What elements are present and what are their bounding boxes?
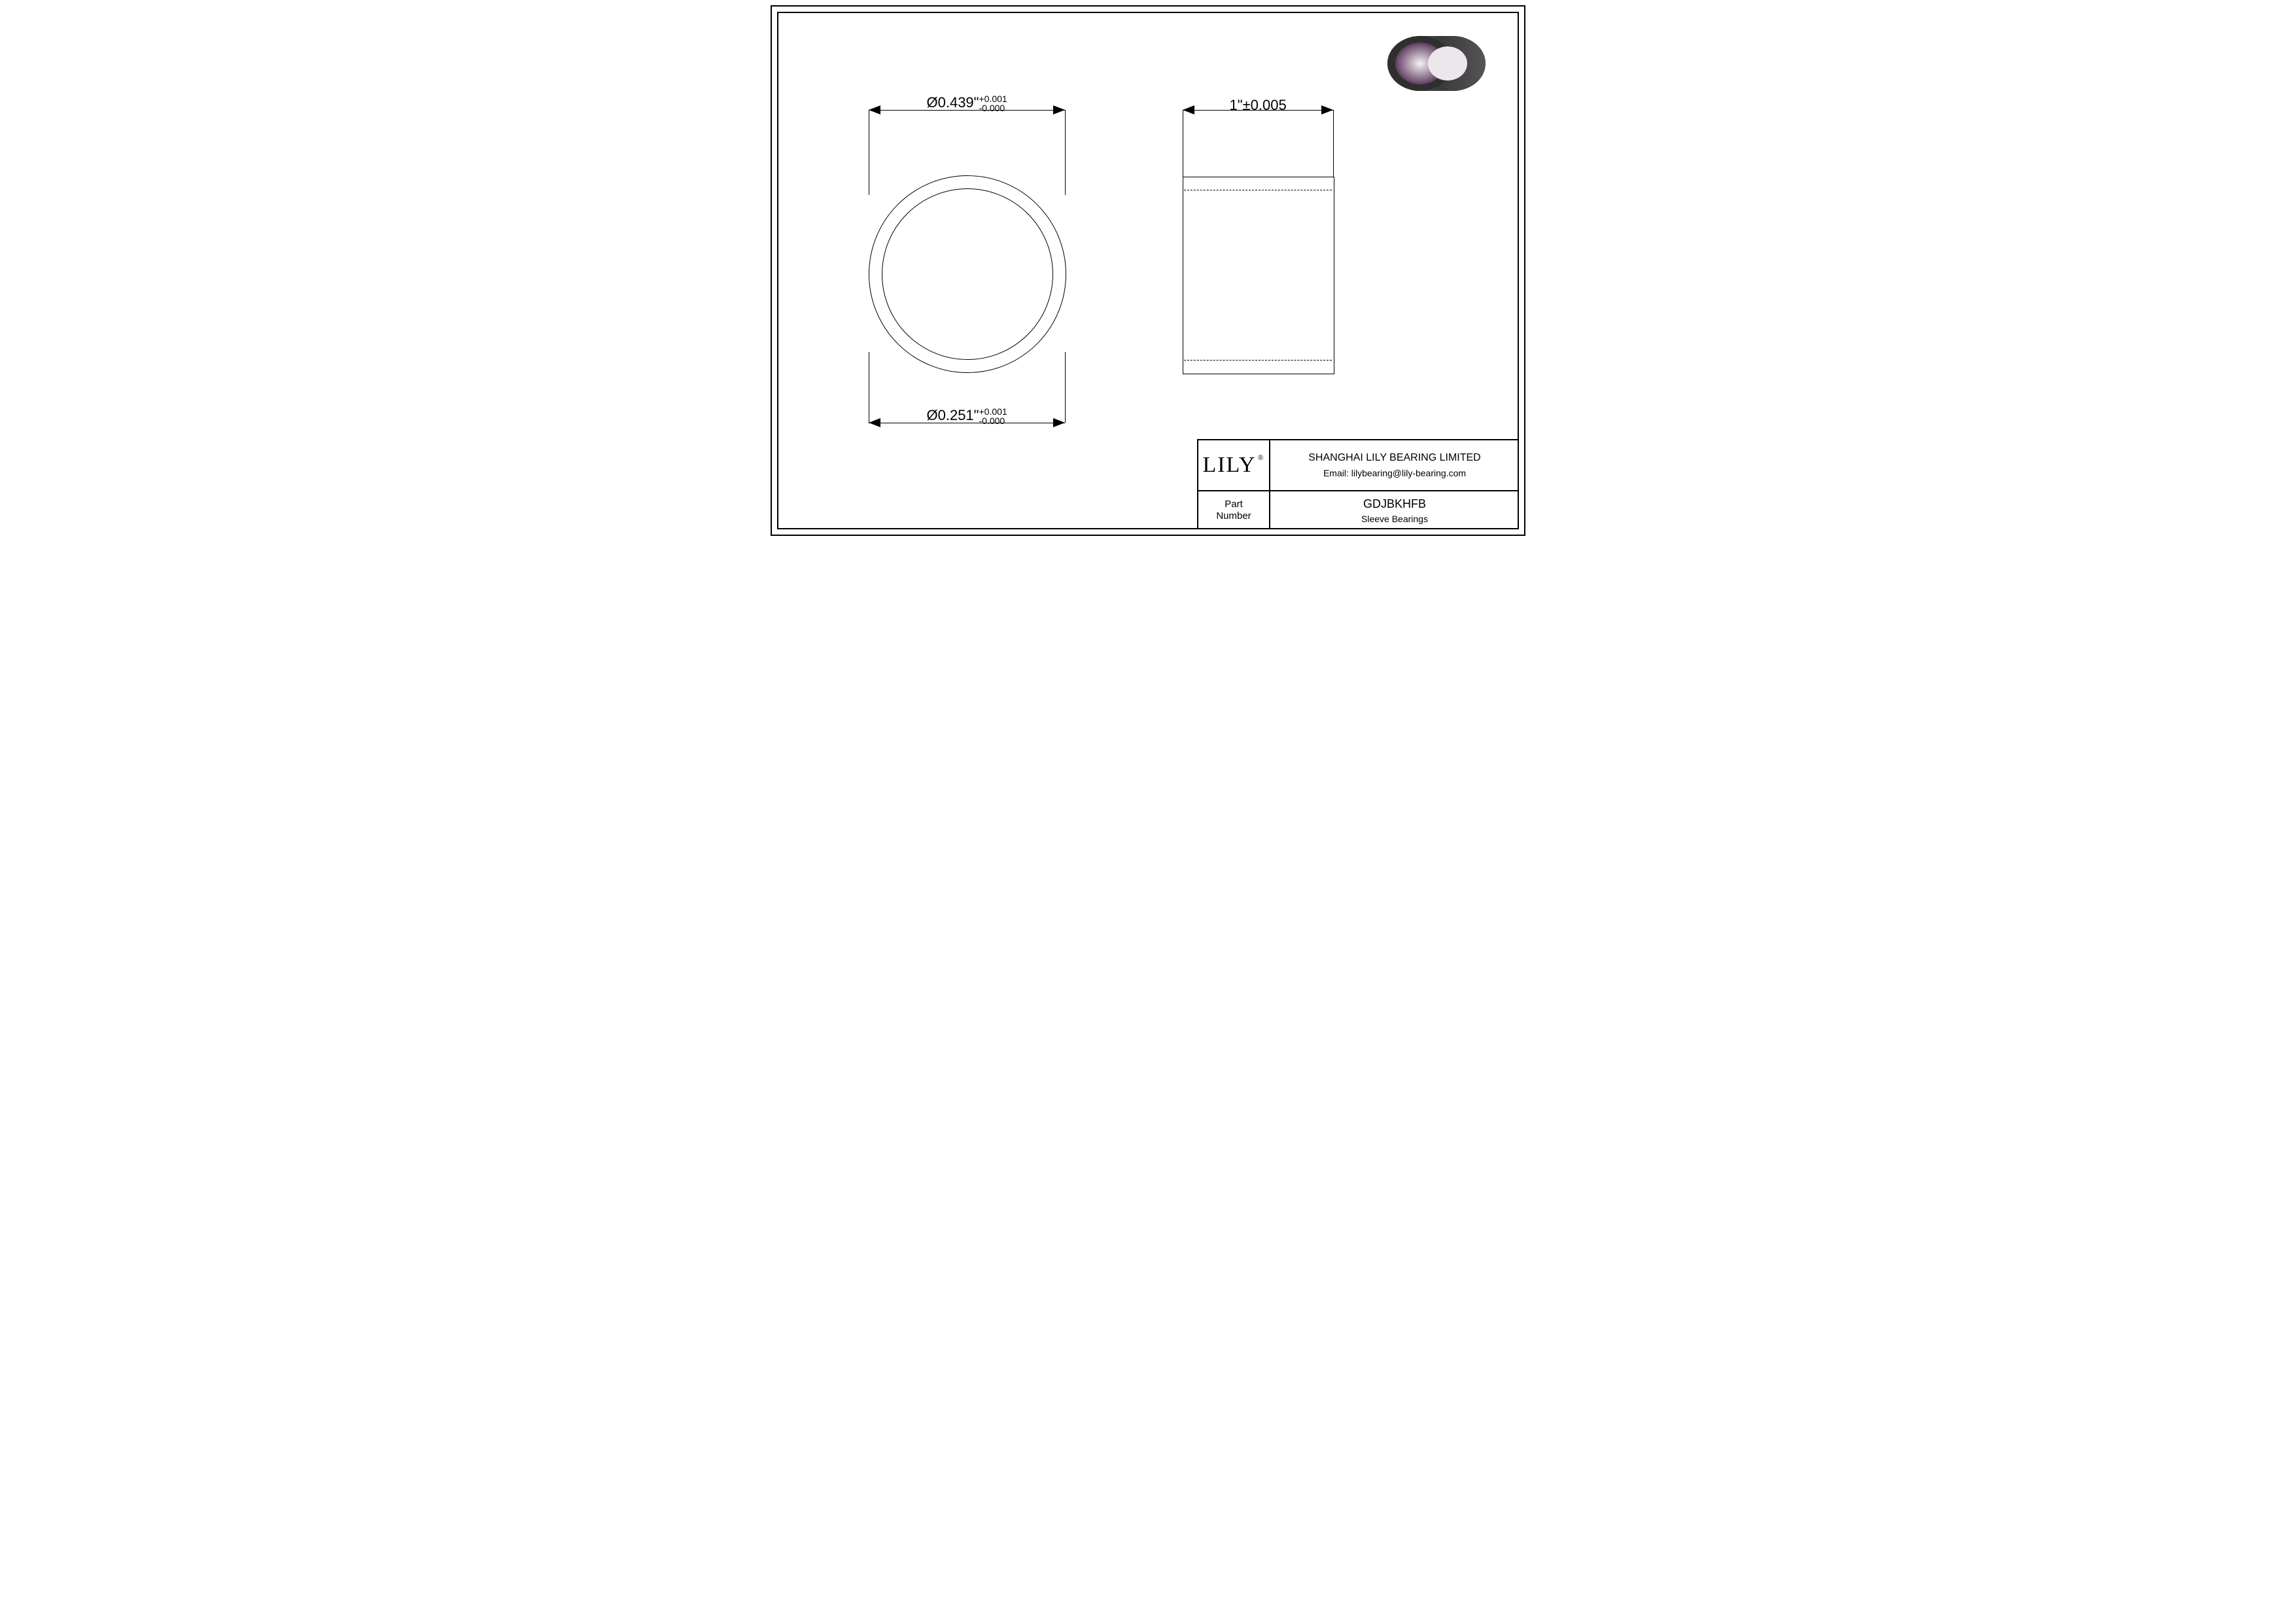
drawing-sheet: Ø0.439" +0.001 -0.000 Ø0.251" +0.001 -0.… — [765, 0, 1531, 541]
side-view-rect — [1183, 177, 1334, 374]
logo-text: LILY — [1202, 453, 1256, 477]
part-description: Sleeve Bearings — [1361, 514, 1428, 524]
part-number-label-2: Number — [1216, 510, 1251, 522]
length-extension-right — [1333, 110, 1334, 177]
side-hidden-line-bottom — [1184, 360, 1332, 361]
title-block: LILY® SHANGHAI LILY BEARING LIMITED Emai… — [1197, 439, 1519, 529]
od-value: Ø0.439" — [927, 94, 979, 111]
id-tol-plus: +0.001 — [979, 407, 1007, 416]
od-dimension-text: Ø0.439" +0.001 -0.000 — [927, 94, 1007, 113]
length-dimension-text: 1"±0.005 — [1230, 97, 1287, 114]
drawing-area: Ø0.439" +0.001 -0.000 Ø0.251" +0.001 -0.… — [777, 12, 1519, 529]
registered-mark: ® — [1257, 453, 1264, 462]
id-value: Ø0.251" — [927, 407, 979, 423]
od-arrow-left — [869, 105, 880, 115]
part-number-cell: GDJBKHFB Sleeve Bearings — [1270, 491, 1519, 529]
id-arrow-left — [869, 418, 880, 427]
od-extension-right — [1065, 110, 1066, 195]
length-value: 1" — [1230, 97, 1243, 113]
isometric-render — [1379, 31, 1490, 103]
front-view-inner-circle — [882, 188, 1053, 360]
title-block-row-1: LILY® SHANGHAI LILY BEARING LIMITED Emai… — [1198, 440, 1519, 491]
length-arrow-left — [1183, 105, 1194, 115]
company-cell: SHANGHAI LILY BEARING LIMITED Email: lil… — [1270, 440, 1519, 491]
od-tol-plus: +0.001 — [979, 94, 1007, 103]
length-tol: ±0.005 — [1243, 97, 1287, 113]
part-number-label-cell: Part Number — [1198, 491, 1270, 529]
company-name: SHANGHAI LILY BEARING LIMITED — [1308, 452, 1480, 464]
id-tol-minus: -0.000 — [979, 416, 1007, 425]
id-arrow-right — [1053, 418, 1065, 427]
part-number-label-1: Part — [1225, 499, 1243, 510]
title-block-row-2: Part Number GDJBKHFB Sleeve Bearings — [1198, 491, 1519, 529]
part-number: GDJBKHFB — [1363, 497, 1426, 511]
logo-cell: LILY® — [1198, 440, 1270, 491]
od-tol-minus: -0.000 — [979, 103, 1007, 113]
id-extension-right — [1065, 352, 1066, 423]
length-arrow-right — [1321, 105, 1333, 115]
od-arrow-right — [1053, 105, 1065, 115]
company-email: Email: lilybearing@lily-bearing.com — [1323, 468, 1466, 478]
id-dimension-text: Ø0.251" +0.001 -0.000 — [927, 407, 1007, 425]
